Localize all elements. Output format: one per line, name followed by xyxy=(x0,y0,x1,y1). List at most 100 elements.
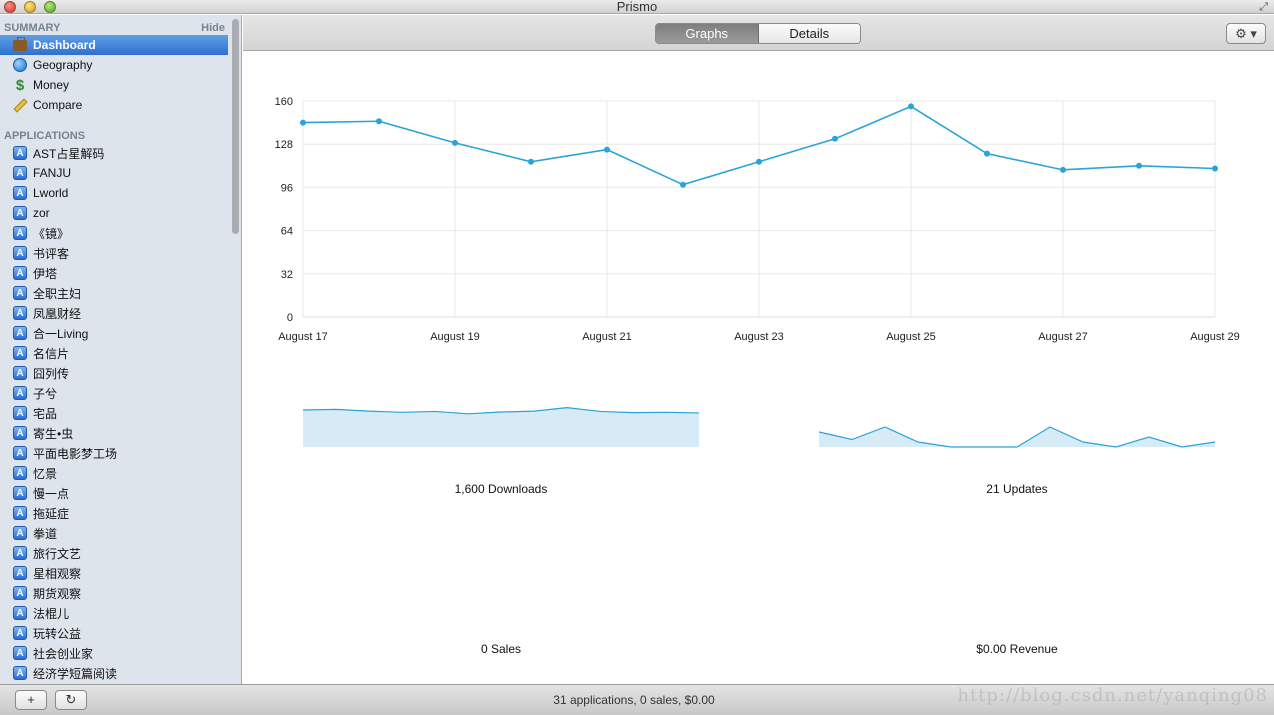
tab-details[interactable]: Details xyxy=(758,24,860,43)
app-list-item[interactable]: A 囧列传 xyxy=(0,363,228,383)
app-list-item[interactable]: A 寄生•虫 xyxy=(0,423,228,443)
app-list-item[interactable]: A 忆景 xyxy=(0,463,228,483)
app-list-item[interactable]: A Lworld xyxy=(0,183,228,203)
app-store-icon: A xyxy=(12,485,28,501)
app-name: 社会创业家 xyxy=(33,646,94,661)
app-list-item[interactable]: A AST占星解码 xyxy=(0,143,228,163)
app-name: 星相观察 xyxy=(33,566,82,581)
app-list-item[interactable]: A 书评客 xyxy=(0,243,228,263)
app-list-item[interactable]: A 期货观察 xyxy=(0,583,228,603)
app-name: 玩转公益 xyxy=(33,626,82,641)
toolbar: Graphs Details ⚙ ▾ xyxy=(243,15,1274,51)
zoom-window-button[interactable] xyxy=(44,1,56,13)
view-switcher: Graphs Details xyxy=(655,23,861,44)
app-list-item[interactable]: A 伊塔 xyxy=(0,263,228,283)
app-name: zor xyxy=(33,206,50,220)
app-list-item[interactable]: A 宅品 xyxy=(0,403,228,423)
app-store-icon: A xyxy=(12,525,28,541)
x-tick-label: August 21 xyxy=(582,331,632,343)
app-list-item[interactable]: A 全职主妇 xyxy=(0,283,228,303)
sidebar-item-dashboard[interactable]: Dashboard xyxy=(0,35,228,55)
x-tick-label: August 23 xyxy=(734,331,784,343)
app-store-icon: A xyxy=(12,545,28,561)
plus-icon: + xyxy=(27,692,35,707)
sidebar-item-money[interactable]: $ Money xyxy=(0,75,228,95)
gear-icon: ⚙ xyxy=(1235,26,1247,41)
data-point xyxy=(1212,165,1218,172)
sales-caption: 0 Sales xyxy=(480,642,522,656)
app-store-icon: A xyxy=(12,445,28,461)
app-list-item[interactable]: A 子兮 xyxy=(0,383,228,403)
sidebar-item-label: Money xyxy=(33,78,70,92)
app-list-item[interactable]: A 星相观察 xyxy=(0,563,228,583)
app-list-item[interactable]: A 合一Living xyxy=(0,323,228,343)
applications-section-header: APPLICATIONS xyxy=(4,130,86,142)
y-tick-label: 160 xyxy=(275,96,293,108)
sidebar-item-geography[interactable]: Geography xyxy=(0,55,228,75)
data-point xyxy=(376,118,382,125)
x-tick-label: August 27 xyxy=(1038,331,1088,343)
app-store-icon: A xyxy=(12,245,28,261)
app-list-item[interactable]: A 经济学短篇阅读 xyxy=(0,663,228,683)
app-name: FANJU xyxy=(33,166,72,180)
data-point xyxy=(604,146,610,153)
app-name: 《镜》 xyxy=(33,226,70,241)
summary-section-header: SUMMARY Hide xyxy=(0,15,241,35)
app-list-item[interactable]: A 凤凰财经 xyxy=(0,303,228,323)
fullscreen-icon[interactable]: ⤢ xyxy=(1259,1,1268,13)
x-tick-label: August 17 xyxy=(278,331,328,343)
add-button[interactable]: + xyxy=(15,690,47,710)
dollar-icon: $ xyxy=(15,76,25,94)
app-list-item[interactable]: A 慢一点 xyxy=(0,483,228,503)
app-store-icon: A xyxy=(12,205,28,221)
app-store-icon: A xyxy=(12,285,28,301)
app-store-icon: A xyxy=(12,565,28,581)
data-point xyxy=(1060,166,1066,173)
x-tick-label: August 25 xyxy=(886,331,936,343)
gear-menu-button[interactable]: ⚙ ▾ xyxy=(1226,23,1266,44)
sidebar-scrollbar[interactable] xyxy=(232,19,239,234)
app-store-icon: A xyxy=(12,665,28,681)
y-tick-label: 96 xyxy=(281,182,293,194)
revenue-caption: $0.00 Revenue xyxy=(976,642,1058,656)
app-store-icon: A xyxy=(12,505,28,521)
app-list-item[interactable]: A 平面电影梦工场 xyxy=(0,443,228,463)
data-point xyxy=(300,119,306,126)
bottom-bar: + ↻ 31 applications, 0 sales, $0.00 http… xyxy=(0,684,1274,715)
app-store-icon: A xyxy=(12,605,28,621)
app-list-item[interactable]: A FANJU xyxy=(0,163,228,183)
app-list-item[interactable]: A 拖延症 xyxy=(0,503,228,523)
globe-icon xyxy=(12,57,28,73)
downloads-caption: 1,600 Downloads xyxy=(454,482,548,496)
app-store-icon: A xyxy=(12,225,28,241)
app-list-item[interactable]: A 拳道 xyxy=(0,523,228,543)
graphs-panel: 0 32 64 96 128 160 August 17 August 19 August 21… xyxy=(243,52,1274,684)
app-name: 名信片 xyxy=(33,346,70,361)
sidebar-item-label: Geography xyxy=(33,58,93,72)
data-point xyxy=(756,158,762,165)
app-store-icon: A xyxy=(12,265,28,281)
app-list-item[interactable]: A 社会创业家 xyxy=(0,643,228,663)
app-store-icon: A xyxy=(12,625,28,641)
close-window-button[interactable] xyxy=(4,1,16,13)
app-list-item[interactable]: A 玩转公益 xyxy=(0,623,228,643)
app-name: 书评客 xyxy=(33,246,70,261)
app-list-item[interactable]: A 旅行文艺 xyxy=(0,543,228,563)
app-list-item[interactable]: A 名信片 xyxy=(0,343,228,363)
app-store-icon: A xyxy=(12,385,28,401)
hide-summary-link[interactable]: Hide xyxy=(201,22,225,34)
tab-graphs[interactable]: Graphs xyxy=(656,24,759,43)
app-name: 全职主妇 xyxy=(33,286,82,301)
app-list-item[interactable]: A 《镜》 xyxy=(0,223,228,243)
app-name: 法棍儿 xyxy=(33,606,70,621)
refresh-button[interactable]: ↻ xyxy=(55,690,87,710)
app-list-item[interactable]: A 法棍儿 xyxy=(0,603,228,623)
data-point xyxy=(680,181,686,188)
app-name: Lworld xyxy=(33,186,69,200)
app-store-icon: A xyxy=(12,465,28,481)
app-name: 伊塔 xyxy=(33,266,58,281)
downloads-sparkline-line xyxy=(302,406,700,415)
sidebar-item-compare[interactable]: Compare xyxy=(0,95,228,115)
minimize-window-button[interactable] xyxy=(24,1,36,13)
